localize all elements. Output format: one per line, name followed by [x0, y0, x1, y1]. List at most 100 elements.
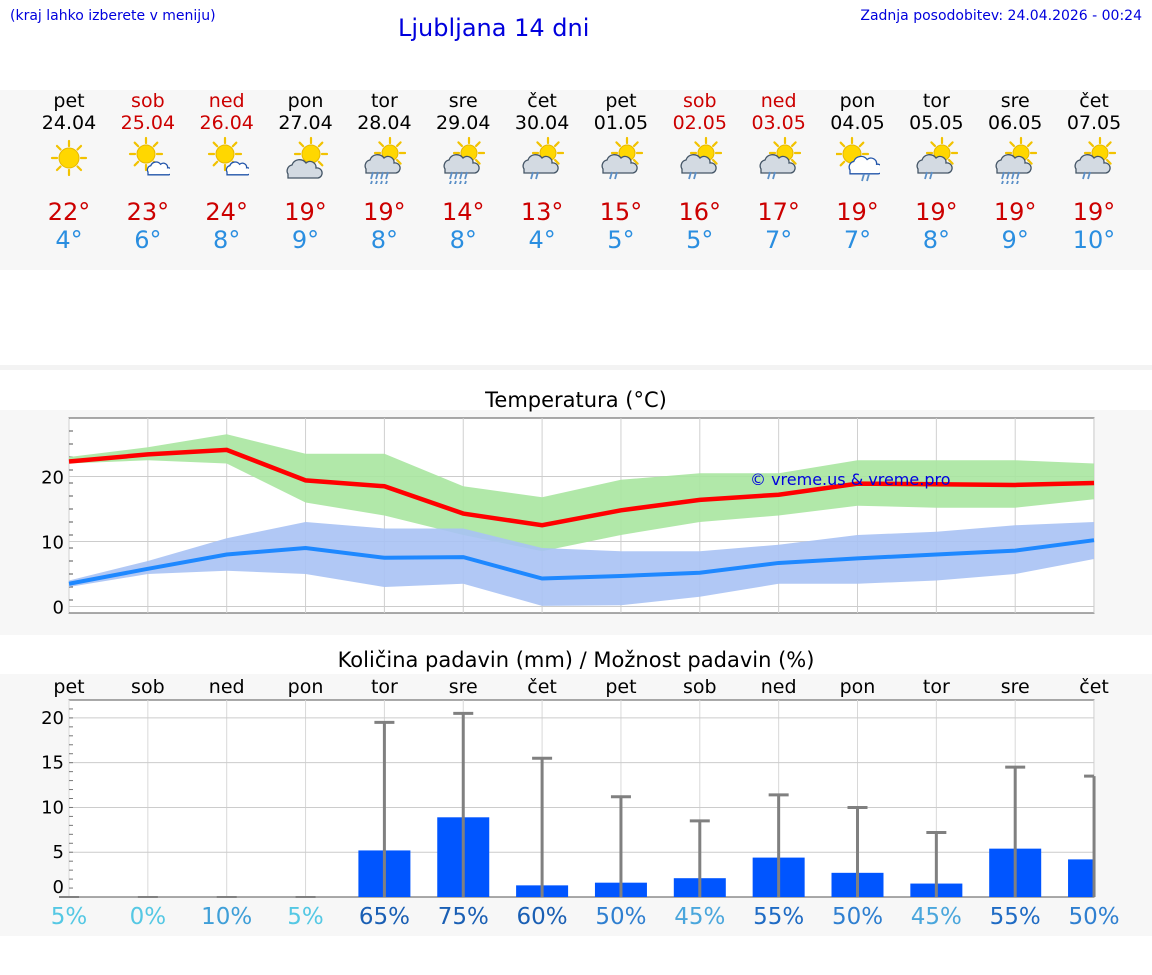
- day-date: 03.05: [751, 112, 806, 134]
- day-date: 30.04: [514, 112, 570, 134]
- rain-sun-icon: [680, 136, 722, 180]
- rain-sun-icon: [1074, 136, 1117, 180]
- day-name: pet: [53, 90, 85, 112]
- rain-sun-icon: [759, 136, 801, 180]
- min-temperature-range-band: [69, 522, 1095, 606]
- rain-heavy-sun-icon: [443, 136, 486, 184]
- min-temperature: 8°: [213, 226, 241, 254]
- min-temperature: 8°: [370, 226, 399, 254]
- watermark: © vreme.us & vreme.pro: [750, 470, 951, 489]
- max-temperature: 19°: [363, 198, 406, 226]
- max-temperature: 23°: [126, 198, 170, 226]
- max-temperature: 17°: [757, 198, 800, 226]
- precipitation-day-label: pon: [839, 676, 876, 698]
- max-temperature: 13°: [520, 198, 564, 226]
- max-temperature: 19°: [1072, 198, 1116, 226]
- precipitation-chart-title: Količina padavin (mm) / Možnost padavin …: [337, 648, 815, 672]
- day-date: 27.04: [278, 112, 333, 134]
- rain-heavy-sun-icon: [364, 136, 407, 184]
- max-temperature: 24°: [205, 198, 248, 226]
- max-temperature: 19°: [836, 198, 879, 226]
- sun-icon: [50, 139, 88, 177]
- min-temperature: 7°: [765, 226, 793, 254]
- precipitation-day-label: pon: [287, 676, 324, 698]
- min-temperature: 4°: [528, 226, 556, 254]
- day-name: pet: [605, 90, 637, 112]
- max-temperature: 16°: [678, 198, 722, 226]
- day-date: 07.05: [1066, 112, 1122, 134]
- y-tick-label: 20: [41, 468, 64, 489]
- precipitation-day-label: sob: [131, 676, 165, 698]
- min-temperature: 10°: [1072, 226, 1116, 254]
- max-temperature-line: [68, 447, 1095, 528]
- min-temperature: 8°: [922, 226, 950, 254]
- day-name: sob: [683, 90, 717, 112]
- location-hint: (kraj lahko izberete v meniju): [10, 8, 216, 24]
- max-temperature: 15°: [599, 198, 643, 226]
- precipitation-probability: 45%: [674, 904, 726, 930]
- sun-cloud-icon: [207, 136, 249, 176]
- precipitation-probability: 50%: [595, 904, 647, 930]
- precipitation-probability: 50%: [831, 904, 884, 930]
- y-tick-label: 0: [53, 598, 64, 619]
- day-name: pon: [839, 90, 876, 112]
- precipitation-day-label: sre: [448, 676, 478, 698]
- min-temperature: 7°: [843, 226, 872, 254]
- precipitation-probability: 0%: [129, 904, 167, 930]
- y-tick-label: 5: [53, 842, 64, 863]
- day-date: 29.04: [436, 112, 491, 134]
- day-date: 06.05: [987, 112, 1043, 134]
- rain-sun-icon: [601, 136, 643, 180]
- day-name: ned: [760, 90, 797, 112]
- separator: [0, 365, 1152, 370]
- temperature-chart: 0 10 20 © vreme.us & vreme.pro: [41, 417, 1095, 619]
- day-name: tor: [370, 90, 398, 112]
- y-tick-label: 20: [41, 708, 64, 729]
- precipitation-probability: 55%: [753, 904, 805, 930]
- day-date: 24.04: [41, 112, 97, 134]
- min-temperature: 8°: [449, 226, 477, 254]
- precipitation-day-label: pet: [53, 676, 85, 698]
- min-temperature: 5°: [607, 226, 635, 254]
- precipitation-chart: 0 5 10 15 20: [41, 699, 1096, 898]
- day-name: tor: [922, 90, 950, 112]
- day-name: sob: [131, 90, 165, 112]
- y-tick-label: 10: [41, 797, 64, 818]
- min-temperature: 5°: [686, 226, 714, 254]
- last-update: Zadnja posodobitev: 24.04.2026 - 00:24: [860, 8, 1142, 24]
- max-temperature: 14°: [441, 198, 485, 226]
- y-tick-label: 0: [53, 877, 64, 898]
- min-temperature-line: [68, 538, 1095, 586]
- precipitation-probability: 5%: [50, 904, 88, 930]
- day-date: 02.05: [672, 112, 727, 134]
- day-name: pon: [287, 90, 324, 112]
- day-date: 05.05: [909, 112, 964, 134]
- precipitation-probability: 45%: [910, 904, 962, 930]
- day-name: sre: [448, 90, 478, 112]
- rain-sun-icon: [916, 136, 959, 180]
- precipitation-probability: 55%: [989, 904, 1041, 930]
- page-title: Ljubljana 14 dni: [398, 14, 590, 42]
- temperature-chart-title: Temperatura (°C): [485, 388, 667, 412]
- precipitation-probability: 65%: [358, 904, 410, 930]
- day-name: ned: [208, 90, 245, 112]
- min-temperature: 6°: [134, 226, 162, 254]
- day-date: 26.04: [199, 112, 254, 134]
- precipitation-day-label: sob: [683, 676, 717, 698]
- day-date: 01.05: [593, 112, 649, 134]
- precipitation-probability: 50%: [1068, 904, 1120, 930]
- precipitation-day-label: čet: [527, 676, 557, 698]
- precipitation-day-label: sre: [1000, 676, 1030, 698]
- precipitation-probability: 10%: [201, 904, 253, 930]
- sun-cloud-rain-icon: [835, 136, 880, 182]
- plot-area: [68, 699, 1095, 898]
- precipitation-probability: 5%: [287, 904, 324, 930]
- day-date: 04.05: [830, 112, 885, 134]
- max-temperature-range-band: [69, 434, 1095, 552]
- min-temperature: 4°: [55, 226, 83, 254]
- y-tick-label: 15: [41, 753, 64, 774]
- day-date: 25.04: [120, 112, 176, 134]
- precipitation-day-label: tor: [922, 676, 950, 698]
- max-temperature: 19°: [915, 198, 958, 226]
- day-name: čet: [527, 90, 557, 112]
